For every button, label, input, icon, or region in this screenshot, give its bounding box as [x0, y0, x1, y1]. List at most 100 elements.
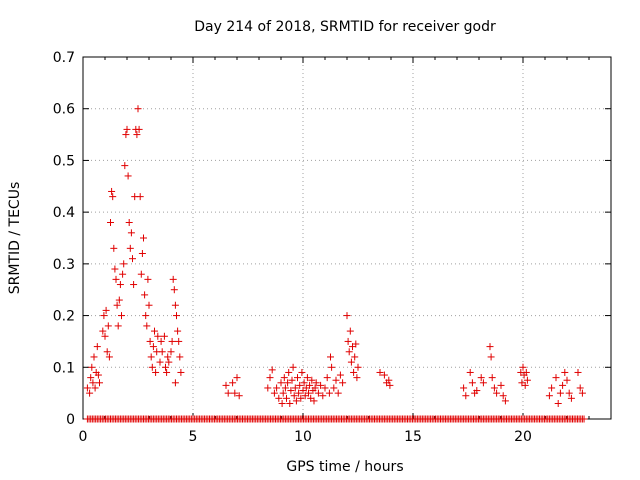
data-point — [330, 384, 338, 392]
data-point — [473, 387, 481, 395]
data-point — [466, 368, 474, 376]
data-point — [145, 301, 153, 309]
data-point — [298, 368, 306, 376]
data-point — [499, 392, 507, 400]
chart-title: Day 214 of 2018, SRMTID for receiver god… — [194, 19, 496, 35]
data-point — [559, 381, 567, 389]
data-point — [522, 368, 530, 376]
data-point — [233, 374, 241, 382]
data-point — [501, 397, 509, 405]
data-point — [281, 384, 289, 392]
data-point — [147, 353, 155, 361]
data-point — [148, 363, 156, 371]
data-point — [231, 389, 239, 397]
data-point — [163, 368, 171, 376]
data-point — [303, 374, 311, 382]
data-point — [105, 353, 113, 361]
data-point — [312, 379, 320, 387]
data-point — [156, 358, 164, 366]
data-point — [283, 394, 290, 402]
data-point — [311, 384, 319, 392]
data-point — [127, 229, 135, 237]
data-point — [460, 384, 468, 392]
data-point — [545, 392, 553, 400]
data-point — [519, 363, 527, 371]
data-point — [308, 376, 316, 384]
data-point — [277, 379, 285, 387]
data-point — [109, 193, 117, 201]
data-point — [523, 376, 531, 384]
data-point — [344, 337, 352, 345]
data-point — [376, 368, 384, 376]
data-point — [325, 389, 333, 397]
data-point — [285, 368, 293, 376]
data-point — [292, 397, 300, 405]
data-point — [134, 105, 142, 113]
data-point — [170, 286, 178, 294]
data-point — [167, 348, 175, 356]
data-point — [174, 327, 182, 335]
data-point — [129, 255, 136, 263]
data-point — [351, 353, 359, 361]
y-tick-label: 0.7 — [53, 50, 75, 66]
data-point — [140, 234, 147, 242]
data-point — [554, 399, 562, 407]
data-point — [552, 374, 560, 382]
data-point — [152, 368, 160, 376]
data-point — [154, 332, 162, 340]
data-point — [122, 131, 130, 139]
data-point — [468, 379, 476, 387]
data-point — [171, 379, 179, 387]
data-point — [343, 312, 351, 320]
y-tick-labels: 0 0.1 0.2 0.3 0.4 0.5 0.6 0.7 — [53, 50, 75, 428]
data-point — [94, 371, 102, 379]
data-point — [278, 399, 286, 407]
data-point — [287, 387, 295, 395]
data-point — [497, 381, 505, 389]
data-point — [125, 218, 133, 226]
data-point — [158, 348, 166, 356]
y-tick-label: 0.1 — [53, 360, 75, 376]
x-axis-label: GPS time / hours — [286, 459, 403, 475]
data-point — [493, 389, 501, 397]
data-point — [270, 389, 278, 397]
data-point — [563, 376, 571, 384]
data-point — [346, 327, 354, 335]
data-point — [288, 376, 296, 384]
data-point — [165, 358, 173, 366]
data-point — [177, 368, 185, 376]
data-point — [160, 332, 168, 340]
axis-ticks — [82, 56, 611, 420]
data-point — [93, 343, 101, 351]
data-point — [300, 379, 308, 387]
data-point — [229, 379, 237, 387]
data-point — [90, 353, 98, 361]
data-point — [289, 363, 297, 371]
x-tick-label: 0 — [79, 429, 88, 445]
data-point — [353, 374, 361, 382]
baseline-point — [580, 415, 588, 423]
data-point — [574, 368, 582, 376]
data-point — [99, 327, 107, 335]
data-point — [380, 371, 388, 379]
data-point — [334, 389, 342, 397]
data-point — [350, 368, 358, 376]
data-point — [114, 322, 122, 330]
data-point — [123, 125, 131, 133]
data-point — [479, 379, 487, 387]
data-point — [87, 374, 95, 382]
data-point — [136, 193, 144, 201]
data-point — [291, 384, 299, 392]
data-point — [151, 327, 158, 335]
data-point — [336, 371, 344, 379]
data-point — [110, 244, 118, 252]
data-point — [108, 187, 116, 195]
data-point — [345, 348, 353, 356]
data-point — [521, 381, 529, 389]
data-point — [567, 394, 575, 402]
data-point — [96, 379, 103, 387]
y-tick-label: 0 — [66, 412, 75, 428]
data-point — [385, 376, 393, 384]
data-point — [83, 384, 91, 392]
data-point — [118, 312, 125, 320]
